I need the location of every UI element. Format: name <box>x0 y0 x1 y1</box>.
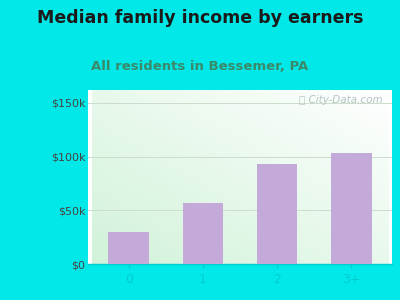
Text: Median family income by earners: Median family income by earners <box>37 9 363 27</box>
Text: Ⓜ City-Data.com: Ⓜ City-Data.com <box>299 95 383 105</box>
Bar <box>182 203 223 264</box>
Text: All residents in Bessemer, PA: All residents in Bessemer, PA <box>91 60 309 73</box>
Bar <box>257 164 298 264</box>
Bar <box>331 153 372 264</box>
Bar <box>108 232 149 264</box>
